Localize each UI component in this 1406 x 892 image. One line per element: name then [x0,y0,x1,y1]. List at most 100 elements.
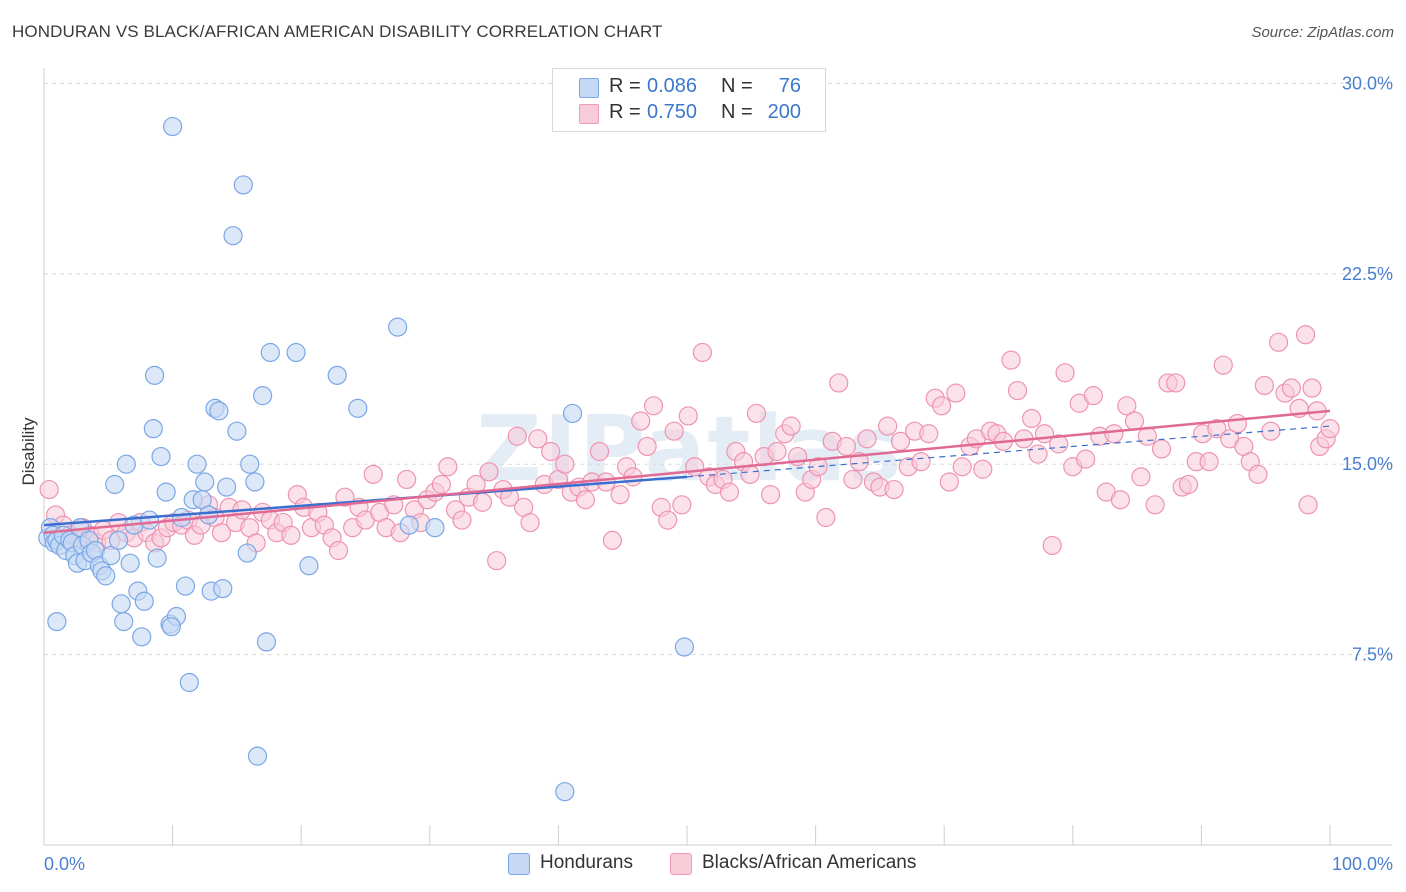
data-point-blacks [1298,495,1318,515]
legend-r-label: R = [609,75,641,97]
legend-swatch-hondurans [508,853,530,875]
data-point-hondurans [151,446,171,467]
data-point-blacks [555,454,575,474]
data-point-blacks [1117,396,1137,416]
data-point-blacks [1007,380,1028,401]
data-point-hondurans [240,454,260,474]
data-point-hondurans [253,386,273,406]
data-point-hondurans [114,611,134,632]
data-point-blacks [1145,495,1165,515]
data-point-blacks [843,469,863,490]
data-point-blacks [767,441,787,462]
data-point-hondurans [195,472,215,492]
data-point-blacks [919,424,939,444]
data-point-blacks [692,342,713,363]
data-point-hondurans [674,637,695,657]
legend-label-hondurans: Hondurans [540,852,633,873]
data-point-blacks [1055,363,1075,383]
y-tick-label: 22.5% [1342,264,1393,284]
data-point-blacks [520,512,540,533]
data-point-blacks [911,452,931,472]
data-point-blacks [878,416,898,436]
data-point-blacks [602,530,623,550]
data-point-blacks [740,464,760,484]
data-point-hondurans [286,342,306,363]
data-point-hondurans [555,782,575,802]
y-tick-label: 30.0% [1342,73,1393,93]
data-point-blacks [1022,408,1042,429]
data-point-blacks [1320,419,1340,439]
legend-n-label: N = [721,101,753,123]
data-point-hondurans [227,421,247,441]
legend-swatch-hondurans [579,78,599,98]
legend-r-value: 0.750 [647,101,698,123]
data-point-hondurans [111,594,131,614]
data-point-blacks [884,479,904,500]
data-point-blacks [589,441,610,462]
data-point-blacks [631,411,651,431]
data-point-blacks [939,472,959,492]
data-point-blacks [643,396,664,416]
data-point-hondurans [213,578,233,599]
data-point-blacks [328,540,349,561]
data-point-blacks [946,383,966,403]
data-point-hondurans [163,116,183,137]
data-point-blacks [1001,350,1021,370]
data-point-blacks [932,396,952,416]
data-point-blacks [1213,355,1233,375]
data-point-blacks [1254,375,1275,396]
data-point-blacks [1302,378,1322,398]
data-point-blacks [507,426,527,446]
data-point-hondurans [233,175,253,195]
series-hondurans [38,116,695,802]
data-point-blacks [678,406,698,426]
data-point-hondurans [139,510,160,530]
data-point-blacks [211,523,232,543]
data-point-blacks [610,485,630,505]
data-point-blacks [1151,439,1172,459]
trend-line [43,475,688,527]
data-point-blacks [658,510,678,530]
data-point-blacks [952,457,972,477]
data-point-blacks [973,459,993,479]
data-point-hondurans [179,672,199,693]
legend-n-value: 200 [767,101,801,123]
data-point-blacks [1268,332,1289,352]
data-point-hondurans [217,477,237,497]
axis-labels: 7.5% 15.0% 22.5% 30.0% 0.0% 100.0% Disability [19,73,1393,874]
data-point-blacks [1104,424,1124,444]
data-point-blacks [281,525,301,545]
data-point-hondurans [425,518,445,538]
data-point-blacks [1199,452,1219,472]
data-point-blacks [363,464,383,484]
legend-r-label: R = [609,101,641,123]
data-point-hondurans [108,530,129,550]
data-point-hondurans [116,454,136,474]
grid-lines [44,82,1392,656]
trend-lines [43,409,1331,534]
data-point-hondurans [96,566,116,586]
y-tick-label: 15.0% [1342,454,1393,474]
data-point-hondurans [245,472,265,492]
legend-n-label: N = [721,75,753,97]
data-point-blacks [397,469,417,490]
data-point-hondurans [134,591,154,611]
data-point-blacks [541,441,561,462]
data-point-blacks [1131,467,1151,487]
data-point-blacks [816,507,836,528]
data-point-blacks [836,436,857,457]
data-point-hondurans [256,632,277,652]
data-point-hondurans [260,342,280,363]
data-point-hondurans [120,553,140,573]
data-point-hondurans [327,365,347,385]
data-point-blacks [487,551,507,571]
data-point-blacks [438,457,458,477]
data-point-blacks [1042,535,1062,556]
stats-legend: R = 0.086 N = 76 R = 0.750 N = 200 [552,68,826,132]
trend-line [686,425,1331,478]
data-point-blacks [637,436,657,457]
legend-r-value: 0.086 [647,75,698,97]
data-point-blacks [1281,378,1302,398]
data-point-hondurans [209,401,229,421]
